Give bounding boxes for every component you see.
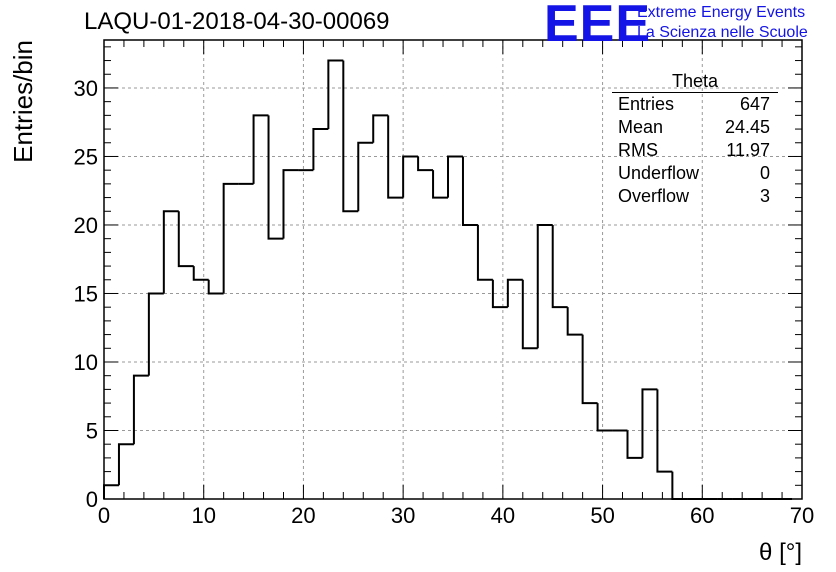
x-axis-label: θ [°] — [759, 539, 802, 566]
histogram-bin — [491, 279, 508, 309]
logo-caption: Extreme Energy Events La Scienza nelle S… — [637, 3, 808, 43]
histogram-bin — [536, 223, 553, 349]
histogram-bin — [596, 403, 613, 432]
stats-row-underflow: Underflow 0 — [612, 162, 778, 185]
histogram-bin — [506, 278, 523, 308]
stats-value: 24.45 — [724, 117, 770, 137]
histogram-bin — [656, 389, 673, 473]
x-tick-label: 20 — [291, 503, 315, 528]
histogram-bin — [432, 170, 449, 199]
histogram-bin — [177, 211, 194, 268]
histogram-bin — [387, 115, 404, 199]
x-tick-label: 70 — [790, 503, 814, 528]
logo-caption-line2: La Scienza nelle Scuole — [637, 24, 808, 41]
y-tick-label: 0 — [86, 487, 98, 512]
histogram-bin — [357, 141, 374, 212]
histogram-bin — [476, 224, 493, 281]
x-tick-label: 0 — [98, 503, 110, 528]
histogram-bin — [581, 334, 598, 405]
histogram-bin — [551, 224, 568, 309]
stats-label: Mean — [618, 117, 664, 137]
x-tick-label: 10 — [191, 503, 215, 528]
histogram-bin — [312, 128, 329, 171]
x-tick-label: 60 — [690, 503, 714, 528]
histogram-bin — [641, 388, 658, 458]
stats-title: Theta — [612, 70, 778, 93]
histogram-bin — [132, 374, 149, 445]
stats-value: 0 — [759, 163, 770, 183]
y-tick-label: 30 — [74, 76, 98, 101]
histogram-bin — [192, 266, 209, 281]
x-tick-label: 40 — [491, 503, 515, 528]
stats-value: 3 — [759, 186, 770, 206]
plot-frame — [103, 39, 803, 500]
chart-title: LAQU-01-2018-04-30-00069 — [84, 8, 390, 35]
y-tick-label: 5 — [86, 418, 98, 443]
histogram-bin — [521, 279, 538, 350]
histogram-bin — [402, 155, 419, 198]
histogram-bin — [282, 169, 299, 239]
stats-row-mean: Mean 24.45 — [612, 116, 778, 139]
histogram-bin — [327, 59, 344, 130]
eee-logo: EEE — [544, 0, 652, 53]
histogram-bin — [461, 156, 478, 226]
histogram-bin — [447, 155, 463, 198]
histogram-bin — [207, 279, 224, 295]
stats-value: 11.97 — [726, 140, 770, 160]
histogram-bin — [162, 210, 179, 294]
stats-row-rms: RMS 11.97 — [612, 139, 778, 162]
y-axis-label: Entries/bin — [8, 40, 38, 163]
stats-box: Theta Entries 647 Mean 24.45 RMS 11.97 U… — [612, 70, 778, 208]
histogram-bin — [267, 115, 284, 240]
histogram-bin — [147, 292, 164, 376]
x-tick-label: 50 — [590, 503, 614, 528]
histogram-bin — [103, 484, 119, 499]
y-tick-label: 20 — [74, 213, 98, 238]
y-tick-label: 25 — [74, 144, 98, 169]
histogram-bin — [117, 443, 134, 486]
stats-row-entries: Entries 647 — [612, 93, 778, 116]
histogram-bin — [222, 182, 239, 294]
x-tick-label: 30 — [391, 503, 415, 528]
logo-caption-line1: Extreme Energy Events — [637, 4, 806, 21]
stats-row-overflow: Overflow 3 — [612, 185, 778, 208]
histogram-bin — [626, 430, 643, 459]
histogram-bin — [671, 471, 688, 500]
stats-label: Overflow — [618, 186, 690, 206]
stats-label: Entries — [618, 94, 675, 114]
stats-value: 647 — [739, 94, 770, 114]
y-tick-label: 10 — [74, 350, 98, 375]
histogram-bin — [417, 156, 434, 172]
histogram-bin — [342, 60, 359, 213]
stats-label: Underflow — [618, 163, 700, 183]
histogram-bin — [252, 114, 269, 184]
histogram-bin — [566, 307, 583, 336]
stats-label: RMS — [618, 140, 658, 160]
y-tick-label: 15 — [74, 281, 98, 306]
histogram-bin — [372, 114, 389, 143]
